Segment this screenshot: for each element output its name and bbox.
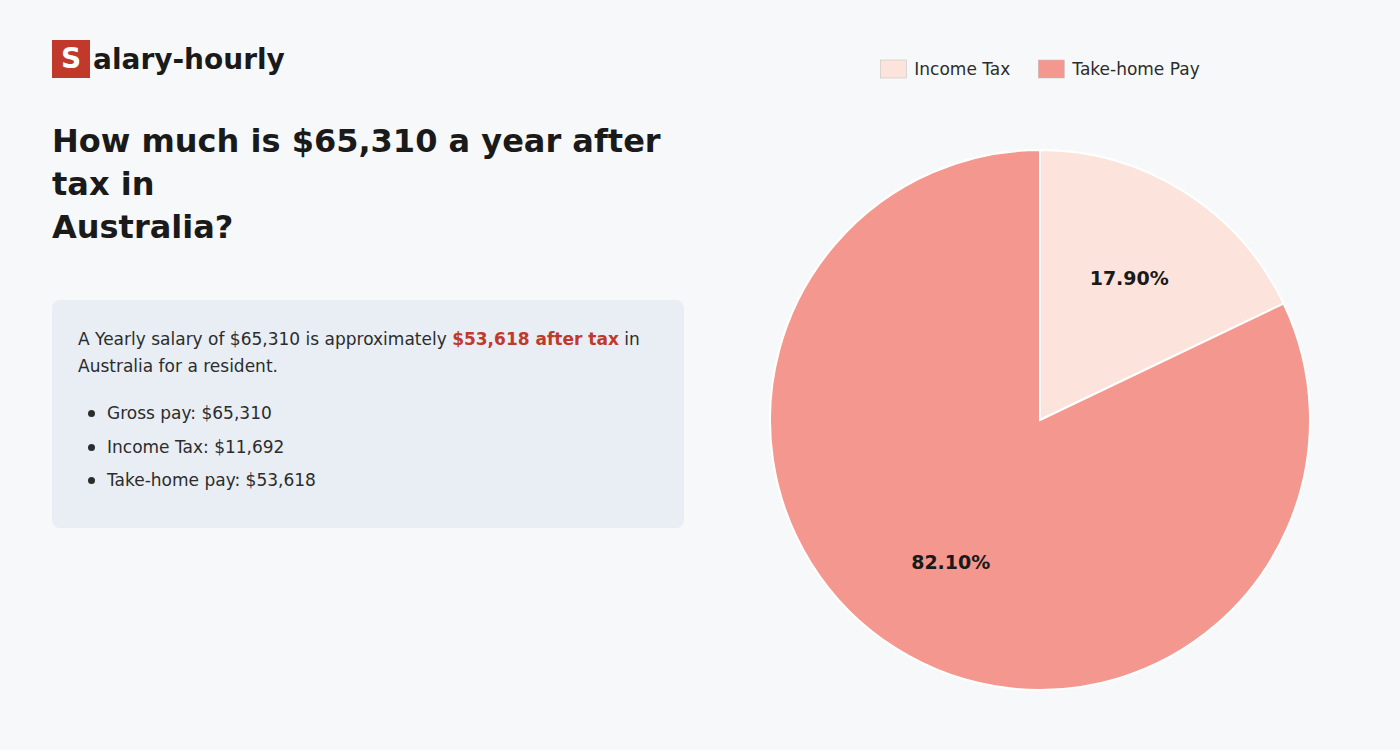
legend-item: Take-home Pay (1038, 59, 1199, 79)
title: How much is $65,310 a year after tax in … (52, 120, 672, 250)
bullet-text: Gross pay: $65,310 (107, 400, 272, 427)
bullet-item: Gross pay: $65,310 (88, 400, 658, 427)
bullet-item: Income Tax: $11,692 (88, 434, 658, 461)
legend-swatch (880, 60, 906, 78)
data-labels: 17.90% 82.10% (911, 267, 1169, 572)
bullet-list: Gross pay: $65,310 Income Tax: $11,692 Tak… (78, 400, 658, 494)
data-label: 82.10% (911, 551, 990, 573)
legend-item: Income Tax (880, 59, 1010, 79)
description-text: Australia for a resident. (78, 356, 278, 376)
logo: Salary-hourly (52, 40, 285, 78)
bullet-dot (88, 477, 95, 484)
description-text: in (619, 329, 640, 349)
legend: Income Tax Take-home Pay (880, 59, 1199, 79)
legend-label: Take-home Pay (1071, 59, 1199, 79)
description-line: Australia for a resident. (78, 353, 658, 380)
description-highlight: $53,618 after tax (452, 329, 619, 349)
pie-slice (770, 150, 1310, 690)
bullet-text: Take-home pay: $53,618 (107, 467, 316, 494)
description-text: A Yearly salary of $65,310 is approximat… (78, 329, 452, 349)
bullet-dot (88, 444, 95, 451)
slices (770, 150, 1310, 690)
legend-swatch (1038, 60, 1064, 78)
description-line: A Yearly salary of $65,310 is approximat… (78, 326, 658, 353)
bullet-dot (88, 410, 95, 417)
pie-chart: Income Tax Take-home Pay 17.90% 82.10% (700, 0, 1380, 750)
logo-mark: S (52, 40, 90, 78)
bullet-text: Income Tax: $11,692 (107, 434, 284, 461)
text-panel: Salary-hourly How much is $65,310 a year … (0, 0, 690, 750)
logo-text: alary-hourly (93, 43, 285, 76)
legend-label: Income Tax (914, 59, 1010, 79)
data-label: 17.90% (1090, 267, 1169, 289)
bullet-item: Take-home pay: $53,618 (88, 467, 658, 494)
info-box: A Yearly salary of $65,310 is approximat… (52, 300, 684, 528)
